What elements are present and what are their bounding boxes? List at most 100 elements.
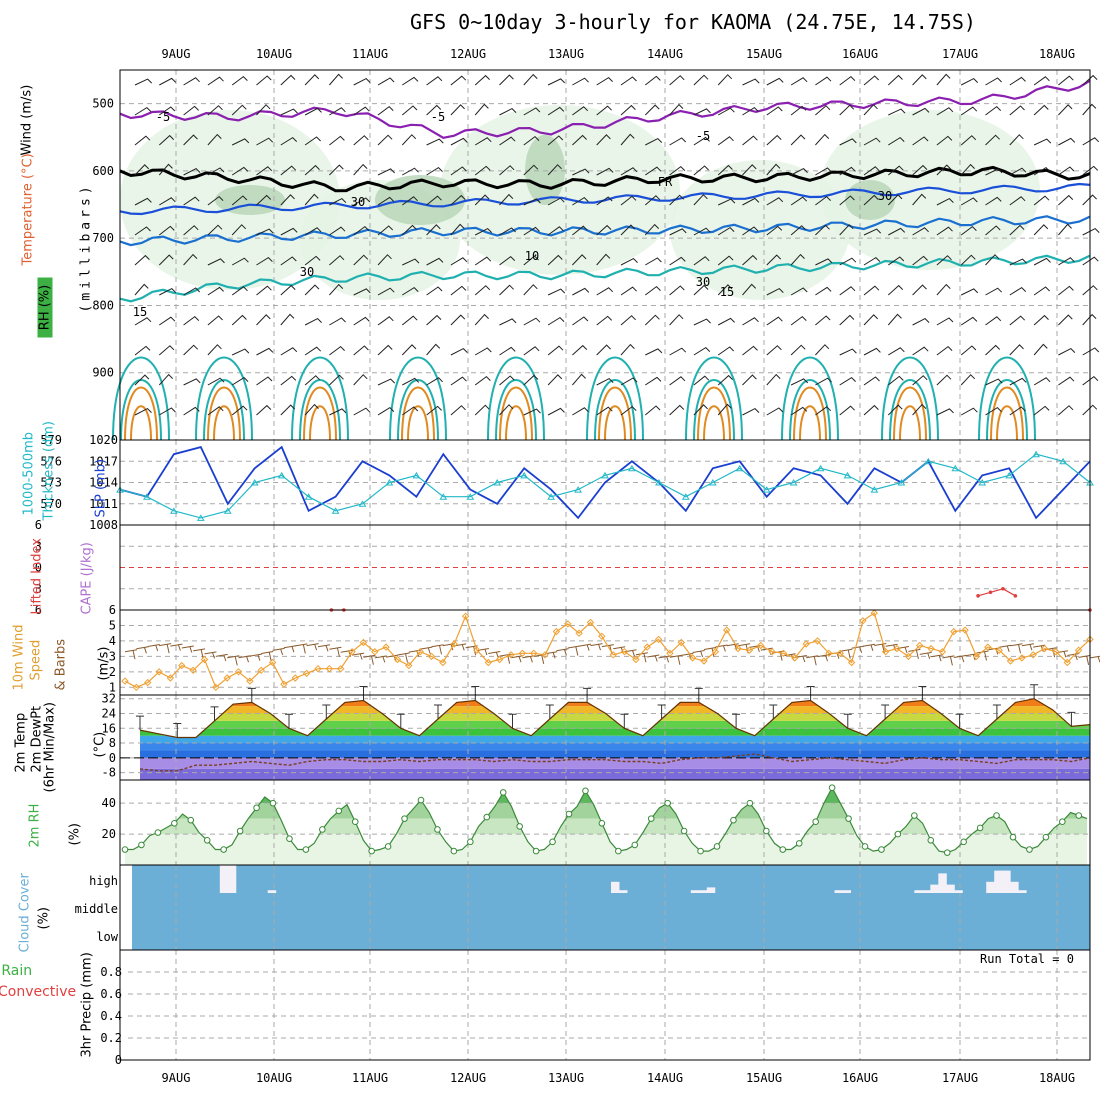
wind-barb — [474, 313, 489, 326]
wind-barb — [912, 284, 927, 296]
wind-barb-10m — [1021, 643, 1034, 651]
wind-barb — [912, 136, 929, 146]
wind-speed-marker — [416, 647, 424, 656]
wind-barb — [1009, 196, 1026, 206]
wind-speed-marker — [257, 666, 265, 675]
bl-temp-contour — [990, 386, 1024, 441]
wind-barb — [134, 78, 153, 86]
thickness-marker — [574, 486, 582, 493]
wind-barb — [912, 317, 930, 326]
slp-tick-label: 1008 — [89, 518, 118, 532]
temp-minmax-whisker — [769, 704, 778, 719]
wind-barb — [426, 314, 442, 326]
wind-barb-10m — [363, 654, 376, 665]
wind-barb — [766, 373, 781, 386]
wind-barb — [766, 197, 784, 206]
wind-barb — [717, 403, 732, 416]
wind-barb — [790, 105, 807, 116]
wind-barb-10m — [181, 645, 194, 653]
wind-barb — [839, 286, 856, 296]
rh-line — [125, 786, 1088, 854]
wind-barb — [742, 283, 757, 296]
rh-marker — [943, 849, 951, 856]
bl-temp-contour — [799, 405, 821, 441]
wind-barb — [960, 345, 977, 356]
wind-barb — [620, 343, 635, 356]
thickness-marker — [277, 471, 286, 479]
temp-minmax-whisker — [136, 715, 144, 731]
wind-barb — [547, 288, 566, 296]
wind-speed-marker — [870, 609, 879, 617]
wind-barb — [377, 344, 393, 356]
thickness-tick-label: 576 — [40, 454, 62, 468]
wind-barb — [742, 407, 760, 416]
thickness-marker — [843, 471, 852, 479]
wind-barb — [304, 403, 319, 416]
wind-barb-10m — [170, 643, 183, 651]
wind-barb-10m — [931, 654, 944, 662]
rh-label-2: (%) — [67, 823, 83, 846]
bl-temp-contour — [207, 386, 241, 441]
rh-marker — [713, 843, 721, 850]
wind-barb — [863, 137, 881, 146]
wind-speed-marker — [927, 644, 935, 653]
wind-barb — [450, 137, 468, 146]
wind-barb-10m — [1010, 643, 1023, 654]
wind-barb — [790, 225, 807, 236]
wind-barb — [815, 377, 832, 386]
wind-barb-10m — [476, 648, 489, 656]
bl-temp-contour — [899, 405, 921, 441]
temp-label-3: (6hr Min/Max) — [42, 702, 58, 793]
wind-barb — [158, 254, 174, 266]
wind-barb — [474, 375, 491, 386]
wind-barb — [183, 378, 201, 386]
slp-label: SLP (mb) — [93, 458, 109, 518]
wind-barb — [329, 135, 345, 146]
wind-speed-marker — [291, 674, 300, 682]
wind-barb — [523, 226, 540, 236]
wind-barb-10m — [840, 648, 853, 659]
wind-barb — [304, 193, 319, 206]
bl-temp-contour — [889, 379, 931, 441]
rh-marker — [1075, 812, 1083, 819]
wind-barb — [329, 283, 344, 296]
panel-frame-precip — [119, 949, 1091, 1061]
wind-barb — [620, 405, 637, 416]
wind-barb — [815, 315, 831, 326]
wind-barb — [790, 77, 808, 86]
precip-tick-label: 0.4 — [100, 1009, 122, 1023]
temp-minmax-whisker — [210, 706, 219, 721]
lifted-index-line — [977, 588, 1016, 597]
wind-barb — [645, 376, 662, 386]
wind-speed-marker — [427, 652, 436, 661]
wind-barb — [912, 107, 930, 116]
rh-marker — [664, 799, 671, 807]
wind-barb — [1082, 194, 1097, 206]
isotherm-15 — [119, 254, 1091, 303]
wind-barb — [280, 313, 295, 326]
wind-barb — [717, 374, 733, 386]
wind-barb — [985, 225, 1001, 236]
wind-barb — [134, 317, 152, 326]
wind-speed-marker — [1018, 654, 1026, 662]
cloud-high-bar — [842, 890, 851, 893]
wind-barb — [280, 108, 298, 116]
thickness-marker — [466, 493, 475, 500]
bl-temp-contour — [986, 379, 1028, 441]
wind-speed-marker — [620, 647, 629, 656]
wind-barb — [815, 76, 832, 86]
wind-speed-marker — [995, 646, 1003, 654]
wind-barb — [499, 284, 514, 296]
wind-barb — [717, 226, 735, 236]
temp-minmax-whisker — [396, 713, 405, 729]
wind-barb — [183, 344, 199, 356]
bl-temp-contour — [112, 356, 170, 441]
wind-barb — [742, 317, 759, 326]
wind-barb — [426, 76, 443, 86]
wind-barb — [329, 374, 344, 386]
rh-marker — [911, 812, 918, 819]
wind-barb — [523, 284, 538, 296]
wind-barb — [620, 224, 636, 236]
wind-barb — [377, 105, 394, 116]
wind-barb — [645, 257, 662, 266]
